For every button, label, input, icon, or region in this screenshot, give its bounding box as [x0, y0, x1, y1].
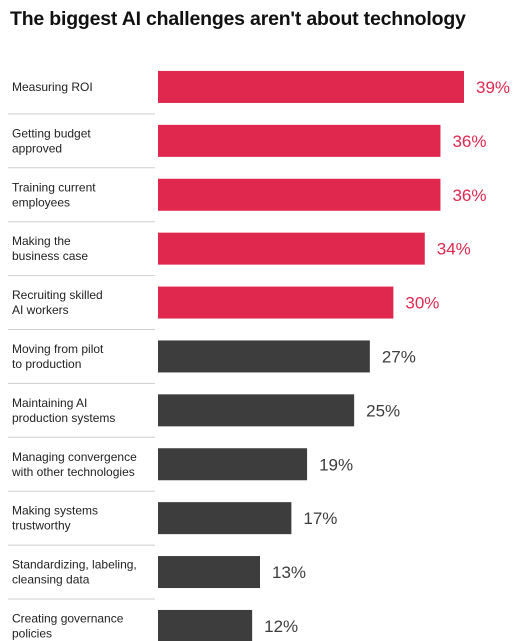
category-label-line: Moving from pilot	[12, 342, 104, 356]
category-label-line: Standardizing, labeling,	[12, 558, 137, 572]
bar	[158, 502, 292, 535]
category-label-line: Training current	[12, 180, 96, 194]
value-label: 27%	[382, 347, 416, 366]
category-label: Maintaining AI production systems	[12, 396, 115, 425]
value-label: 17%	[303, 509, 337, 528]
value-label: 36%	[452, 132, 486, 151]
bar	[158, 178, 441, 211]
category-label-line: Maintaining AI	[12, 396, 87, 410]
value-label: 39%	[476, 78, 510, 97]
category-label: Making systems trustworthy	[12, 504, 98, 533]
category-label-line: cleansing data	[12, 573, 90, 587]
category-label-line: AI workers	[12, 303, 69, 317]
value-label: 19%	[319, 455, 353, 474]
category-label: Creating governance policies	[12, 611, 124, 640]
bar	[158, 556, 260, 589]
category-label: Managing convergence with other technolog…	[11, 450, 137, 479]
category-label-line: to production	[12, 357, 81, 371]
value-label: 30%	[405, 294, 439, 313]
chart-title: The biggest AI challenges aren't about t…	[10, 8, 466, 30]
category-label-line: Measuring ROI	[12, 80, 93, 94]
category-label: Making the business case	[12, 234, 88, 263]
bar	[158, 394, 355, 427]
category-label-line: employees	[12, 195, 70, 209]
category-label-line: Creating governance	[12, 611, 124, 625]
category-label-line: with other technologies	[11, 465, 135, 479]
category-label-line: business case	[12, 249, 88, 263]
category-label-line: approved	[12, 141, 62, 155]
category-label-line: policies	[12, 626, 52, 640]
category-label: Getting budget approved	[12, 126, 91, 155]
value-label: 36%	[452, 186, 486, 205]
value-label: 25%	[366, 401, 400, 420]
category-label: Measuring ROI	[12, 80, 93, 94]
category-label-line: Recruiting skilled	[12, 288, 103, 302]
category-label: Recruiting skilled AI workers	[12, 288, 103, 317]
bar	[158, 232, 425, 265]
category-label-line: Managing convergence	[12, 450, 137, 464]
value-label: 13%	[272, 563, 306, 582]
bar	[158, 340, 370, 373]
category-label: Training current employees	[12, 180, 96, 209]
category-label-line: production systems	[12, 411, 115, 425]
category-label-line: Making the	[12, 234, 71, 248]
category-label-line: Making systems	[12, 504, 98, 518]
category-label-line: trustworthy	[12, 519, 71, 533]
category-label: Moving from pilot to production	[12, 342, 104, 371]
category-label-line: Getting budget	[12, 126, 91, 140]
bar	[158, 448, 308, 481]
value-label: 12%	[264, 617, 298, 636]
bar	[158, 70, 464, 103]
value-label: 34%	[437, 240, 471, 259]
bar	[158, 609, 253, 641]
bar	[158, 124, 441, 157]
category-label: Standardizing, labeling, cleansing data	[12, 558, 137, 587]
bar	[158, 286, 394, 319]
